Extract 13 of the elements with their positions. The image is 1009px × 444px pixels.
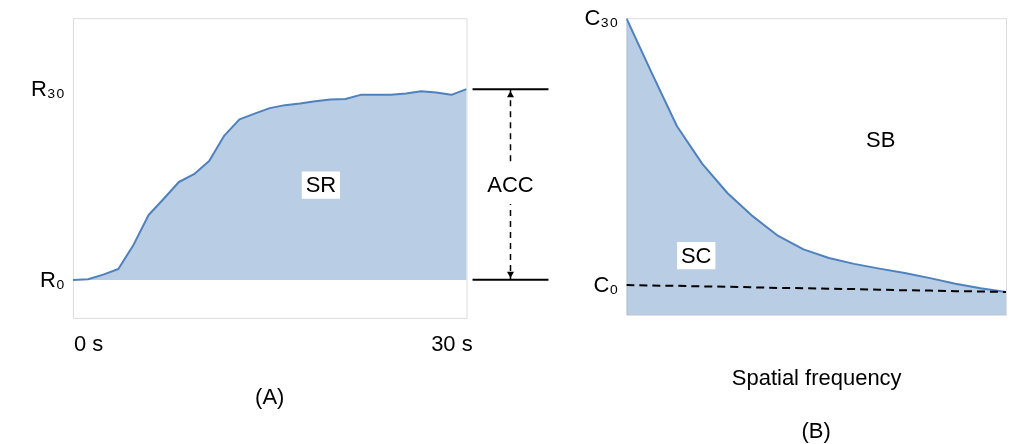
text: (B) <box>801 417 831 443</box>
x-tick-label: 30 s <box>431 331 473 357</box>
text: ACC <box>487 171 534 197</box>
text: (A) <box>255 383 285 409</box>
annotation: SB <box>866 126 896 152</box>
x-tick-label: 0 s <box>73 331 104 357</box>
annotation: SC <box>680 242 712 268</box>
text: C₃₀ <box>584 5 619 31</box>
x-axis-title: Spatial frequency <box>731 365 902 391</box>
text: C₀ <box>593 271 619 297</box>
annotation: SR <box>305 172 337 198</box>
text: R₀ <box>39 266 65 292</box>
text: R₃₀ <box>31 76 65 102</box>
